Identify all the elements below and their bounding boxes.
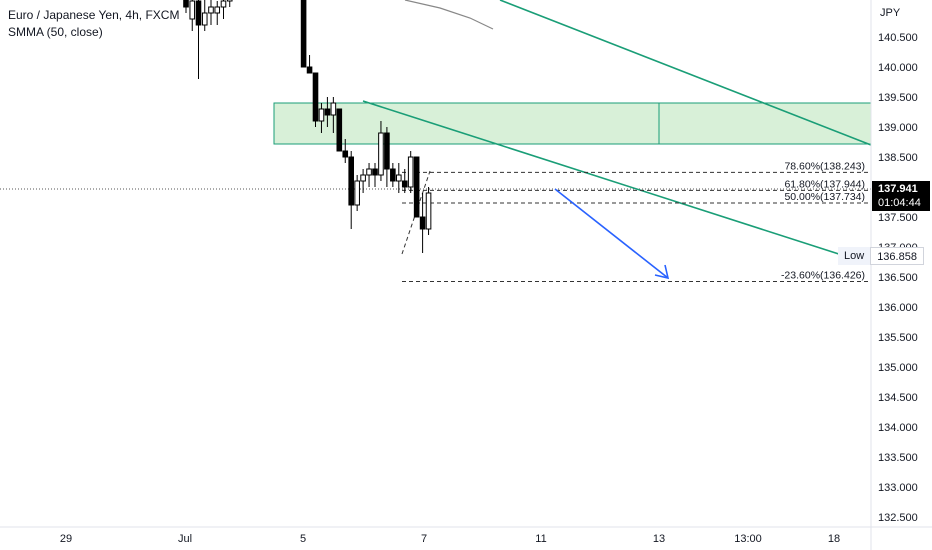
- price-tick-label: 139.500: [878, 92, 918, 104]
- chart-legend: Euro / Japanese Yen, 4h, FXCM SMMA (50, …: [8, 7, 179, 41]
- candle-body[interactable]: [183, 0, 189, 8]
- candle-body[interactable]: [336, 108, 343, 152]
- candle-body[interactable]: [208, 6, 214, 14]
- supply-zone[interactable]: [273, 102, 872, 145]
- candle-body[interactable]: [419, 216, 426, 230]
- candle-body[interactable]: [390, 168, 396, 182]
- price-tick-label: 136.500: [878, 272, 918, 284]
- fib-level-label: 61.80%(137.944): [784, 178, 865, 190]
- projection-arrow[interactable]: [554, 188, 669, 279]
- time-tick-label: 18: [828, 533, 840, 545]
- arrow-head-icon: [654, 264, 670, 280]
- candle-body[interactable]: [354, 180, 360, 206]
- candle-body[interactable]: [360, 174, 366, 182]
- time-tick-label: 11: [535, 533, 546, 545]
- candle-body[interactable]: [330, 102, 337, 116]
- price-tick-label: 134.500: [878, 392, 918, 404]
- candle-body[interactable]: [378, 132, 384, 176]
- price-tick-label: 133.000: [878, 482, 918, 494]
- candle-body[interactable]: [214, 6, 221, 14]
- price-tick-label: 132.500: [878, 512, 918, 524]
- candle-body[interactable]: [300, 0, 307, 68]
- candle-body[interactable]: [220, 0, 227, 8]
- candle-body[interactable]: [201, 12, 208, 26]
- price-tick-label: 136.000: [878, 302, 918, 314]
- price-tick-label: 135.000: [878, 362, 918, 374]
- fibonacci-retracement[interactable]: 78.60%(138.243) 61.80%(137.944)50.00%(137…: [402, 160, 871, 282]
- price-axis[interactable]: 140.500140.000139.500139.000138.500138.0…: [878, 32, 918, 524]
- candle-body[interactable]: [407, 156, 414, 188]
- candle-body[interactable]: [372, 168, 378, 176]
- time-tick-label: Jul: [178, 533, 192, 545]
- time-tick-label: 13:00: [734, 533, 762, 545]
- symbol-title[interactable]: Euro / Japanese Yen, 4h, FXCM: [8, 8, 180, 22]
- candle-body[interactable]: [425, 192, 432, 230]
- candle-body[interactable]: [324, 108, 331, 116]
- bar-countdown: 01:04:44: [878, 197, 921, 209]
- price-tick-label: 139.000: [878, 122, 918, 134]
- candle-body[interactable]: [342, 150, 349, 158]
- current-price-value: 137.941: [878, 183, 918, 195]
- time-tick-label: 29: [60, 533, 72, 545]
- low-value: 136.858: [870, 247, 924, 265]
- candle-body[interactable]: [366, 168, 372, 176]
- candle-body[interactable]: [306, 66, 313, 74]
- candle-body[interactable]: [396, 174, 402, 182]
- currency-label: JPY: [880, 7, 901, 19]
- smma-line: [404, 0, 494, 30]
- low-label: Low: [838, 247, 871, 265]
- candle-body[interactable]: [348, 156, 354, 206]
- price-tick-label: 140.000: [878, 62, 918, 74]
- price-tick-label: 140.500: [878, 32, 918, 44]
- price-tick-label: 138.500: [878, 152, 918, 164]
- candle-body[interactable]: [189, 0, 196, 20]
- time-tick-label: 5: [300, 533, 306, 545]
- upper-trendline[interactable]: [499, 0, 872, 146]
- time-axis[interactable]: 29 Jul 5 7 11 13 13:00 18: [60, 533, 840, 545]
- candle-body[interactable]: [413, 156, 420, 218]
- candle-body[interactable]: [312, 72, 319, 122]
- price-tick-label: 134.000: [878, 422, 918, 434]
- fib-level-label: 78.60%(138.243): [784, 160, 865, 172]
- fib-level-label: -23.60%(136.426): [781, 269, 865, 281]
- candle-body[interactable]: [318, 108, 325, 122]
- lower-trendline[interactable]: [362, 100, 846, 257]
- price-tick-label: 137.500: [878, 212, 918, 224]
- time-tick-label: 13: [653, 533, 665, 545]
- candle-body[interactable]: [195, 0, 202, 26]
- candle-body[interactable]: [401, 180, 408, 188]
- price-tick-label: 135.500: [878, 332, 918, 344]
- low-tag: Low 136.858: [838, 247, 924, 265]
- candle-body[interactable]: [384, 132, 390, 170]
- candle-body[interactable]: [226, 0, 233, 2]
- fib-level-label: 50.00%(137.734): [784, 191, 865, 203]
- indicator-title[interactable]: SMMA (50, close): [8, 25, 103, 39]
- current-price-tag: 137.941 01:04:44: [872, 181, 930, 211]
- candlestick-series[interactable]: [183, 0, 432, 253]
- price-tick-label: 133.500: [878, 452, 918, 464]
- time-tick-label: 7: [421, 533, 427, 545]
